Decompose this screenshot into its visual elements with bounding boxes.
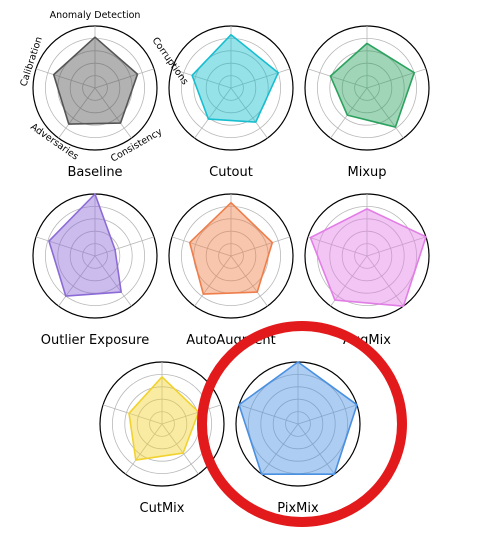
series-area-baseline <box>52 36 139 125</box>
radar-spoke-adversaries <box>125 423 163 475</box>
radar-spoke-consistency <box>94 87 132 139</box>
radar-panel-augmix <box>304 193 430 319</box>
panel-title-cutout: Cutout <box>209 165 253 180</box>
radar-spoke-corruptions <box>297 404 358 425</box>
radar-spoke-corruptions <box>366 68 427 89</box>
series-area-cutout <box>191 33 280 123</box>
radar-spoke-corruptions <box>94 236 155 257</box>
panel-title-pixmix: PixMix <box>277 501 319 516</box>
series-area-autoaugment <box>188 201 274 295</box>
highlight-circle <box>197 321 407 527</box>
series-area-augmix <box>309 208 427 308</box>
radar-spoke-corruptions <box>94 68 155 89</box>
radar-spoke-calibration <box>171 236 232 257</box>
radar-panel-baseline <box>32 25 158 151</box>
radar-panel-outlier-exposure <box>32 193 158 319</box>
radar-panel-mixup <box>304 25 430 151</box>
radar-spoke-calibration <box>238 404 299 425</box>
series-area-pixmix <box>238 361 358 476</box>
panel-title-outlier-exposure: Outlier Exposure <box>41 333 149 348</box>
radar-spoke-calibration <box>35 236 96 257</box>
radar-spoke-adversaries <box>194 87 232 139</box>
radar-spoke-calibration <box>102 404 163 425</box>
panel-title-mixup: Mixup <box>347 165 386 180</box>
radar-panel-pixmix <box>235 361 361 487</box>
series-area-mixup <box>329 42 416 128</box>
radar-spoke-adversaries <box>330 87 368 139</box>
radar-spoke-corruptions <box>161 404 222 425</box>
radar-spoke-adversaries <box>261 423 299 475</box>
radar-spoke-adversaries <box>330 255 368 307</box>
radar-panel-autoaugment <box>168 193 294 319</box>
radar-spoke-consistency <box>366 87 404 139</box>
radar-panel-cutmix <box>99 361 225 487</box>
radar-spoke-corruptions <box>230 68 291 89</box>
panel-title-baseline: Baseline <box>67 165 122 180</box>
series-area-cutmix <box>128 376 200 461</box>
axis-label-adversaries: Adversaries <box>28 121 80 162</box>
series-area-outlier-exposure <box>48 193 122 297</box>
radar-spoke-consistency <box>297 423 335 475</box>
radar-spoke-corruptions <box>366 236 427 257</box>
radar-spoke-calibration <box>35 68 96 89</box>
radar-spoke-consistency <box>94 255 132 307</box>
radar-spoke-corruptions <box>230 236 291 257</box>
axis-label-calibration: Calibration <box>18 35 44 88</box>
radar-spoke-adversaries <box>58 87 96 139</box>
radar-spoke-consistency <box>230 255 268 307</box>
radar-spoke-calibration <box>171 68 232 89</box>
axis-label-anomaly-detection: Anomaly Detection <box>50 10 141 21</box>
radar-spoke-adversaries <box>58 255 96 307</box>
radar-spoke-consistency <box>161 423 199 475</box>
radar-panel-cutout <box>168 25 294 151</box>
radar-spoke-consistency <box>366 255 404 307</box>
radar-spoke-adversaries <box>194 255 232 307</box>
radar-spoke-calibration <box>307 68 368 89</box>
panel-title-cutmix: CutMix <box>140 501 185 516</box>
radar-spoke-calibration <box>307 236 368 257</box>
radar-spoke-consistency <box>230 87 268 139</box>
